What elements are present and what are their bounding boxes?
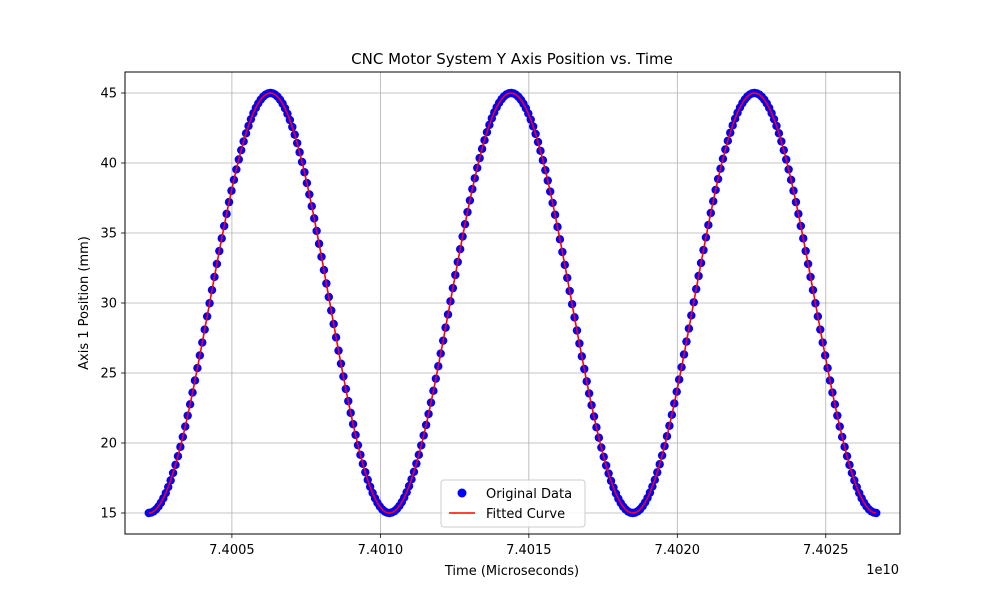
legend-label-original-data: Original Data — [486, 487, 572, 502]
x-tick-label: 7.4005 — [209, 543, 255, 558]
legend-marker-original-data — [457, 488, 467, 498]
ticks-layer: 7.4005 7.4010 7.4015 7.4020 7.4025 15 20 25 30 35… — [100, 87, 848, 559]
grid-layer — [125, 72, 900, 534]
y-tick-label: 45 — [100, 87, 117, 102]
y-axis-label: Axis 1 Position (mm) — [77, 236, 92, 370]
fitted-curve-layer — [148, 92, 877, 514]
y-tick-label: 20 — [100, 437, 117, 452]
legend-box — [440, 479, 586, 528]
fitted-curve-line — [148, 92, 877, 514]
y-tick-label: 25 — [100, 367, 117, 382]
x-axis-offset-label: 1e10 — [866, 563, 899, 578]
x-tick-label: 7.4025 — [803, 543, 849, 558]
legend: Original Data Fitted Curve — [440, 479, 586, 528]
y-tick-label: 35 — [100, 227, 117, 242]
x-tick-label: 7.4015 — [506, 543, 552, 558]
x-tick-label: 7.4020 — [655, 543, 701, 558]
chart-title: CNC Motor System Y Axis Position vs. Tim… — [351, 50, 673, 68]
x-tick-label: 7.4010 — [358, 543, 404, 558]
legend-label-fitted-curve: Fitted Curve — [486, 507, 565, 522]
y-tick-label: 40 — [100, 157, 117, 172]
x-axis-label: Time (Microseconds) — [444, 564, 579, 579]
y-tick-label: 30 — [100, 297, 117, 312]
y-tick-label: 15 — [100, 507, 117, 522]
